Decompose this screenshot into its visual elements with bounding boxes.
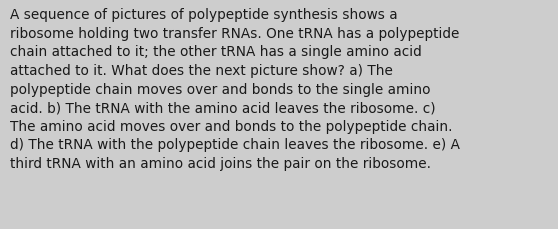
Text: A sequence of pictures of polypeptide synthesis shows a
ribosome holding two tra: A sequence of pictures of polypeptide sy… [10,8,460,170]
